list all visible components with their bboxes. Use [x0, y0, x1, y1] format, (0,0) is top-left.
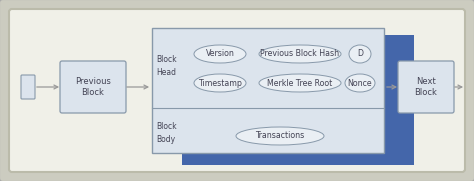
Text: D: D	[357, 49, 363, 58]
Text: Next
Block: Next Block	[415, 77, 438, 97]
Text: Merkle Tree Root: Merkle Tree Root	[267, 79, 333, 87]
Ellipse shape	[349, 45, 371, 63]
Text: Nonce: Nonce	[348, 79, 372, 87]
Text: Previous Block Hash: Previous Block Hash	[260, 49, 339, 58]
FancyBboxPatch shape	[21, 75, 35, 99]
FancyBboxPatch shape	[182, 35, 414, 165]
Ellipse shape	[236, 127, 324, 145]
Text: Previous
Block: Previous Block	[75, 77, 111, 97]
Ellipse shape	[259, 45, 341, 63]
Ellipse shape	[259, 74, 341, 92]
Ellipse shape	[345, 74, 375, 92]
Text: Block
Body: Block Body	[156, 122, 177, 144]
Text: Version: Version	[206, 49, 235, 58]
Text: Block
Head: Block Head	[156, 55, 177, 77]
FancyBboxPatch shape	[9, 9, 465, 172]
Text: Transactions: Transactions	[255, 132, 305, 140]
Ellipse shape	[194, 74, 246, 92]
Text: Timestamp: Timestamp	[198, 79, 242, 87]
FancyBboxPatch shape	[60, 61, 126, 113]
FancyBboxPatch shape	[152, 28, 384, 153]
Ellipse shape	[194, 45, 246, 63]
FancyBboxPatch shape	[398, 61, 454, 113]
